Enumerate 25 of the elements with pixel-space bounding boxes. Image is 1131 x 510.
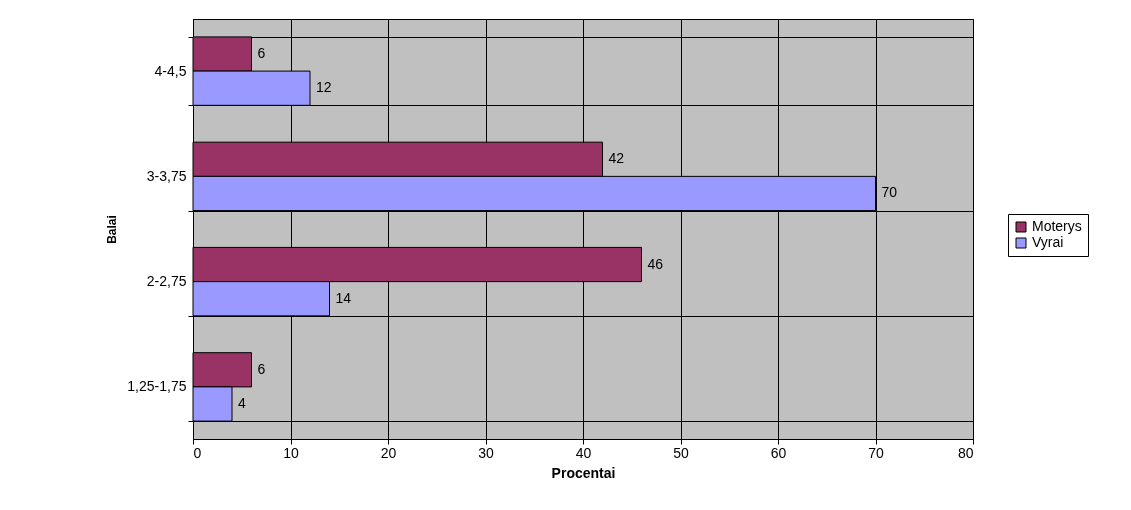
x-tick-label: 0	[193, 444, 202, 461]
x-tick-label: 80	[957, 444, 974, 461]
x-tick-label: 30	[478, 444, 494, 461]
data-label: 70	[881, 184, 898, 201]
data-label: 42	[608, 150, 625, 167]
legend-label: Vyrai	[1032, 234, 1064, 250]
legend-label: Moterys	[1032, 218, 1082, 234]
x-tick-label: 10	[283, 444, 299, 461]
x-tick-label: 40	[575, 444, 592, 461]
y-tick-label: 1,25-1,75	[127, 378, 187, 395]
x-axis-title: Procentai	[551, 464, 616, 481]
y-tick-label: 2-2,75	[146, 273, 187, 290]
data-label: 46	[647, 255, 664, 272]
x-tick-label: 60	[770, 444, 787, 461]
y-axis-title: Balai	[105, 215, 120, 244]
data-label: 14	[335, 289, 352, 306]
data-label: 4	[238, 395, 246, 411]
x-tick-label: 50	[673, 444, 689, 461]
x-tick-label: 20	[380, 444, 397, 461]
data-label: 12	[316, 79, 332, 96]
data-label: 6	[257, 360, 266, 377]
data-label: 6	[257, 45, 266, 61]
y-tick-label: 4-4,5	[154, 62, 187, 79]
x-tick-label: 70	[868, 444, 884, 461]
y-tick-label: 3-3,75	[146, 167, 187, 184]
